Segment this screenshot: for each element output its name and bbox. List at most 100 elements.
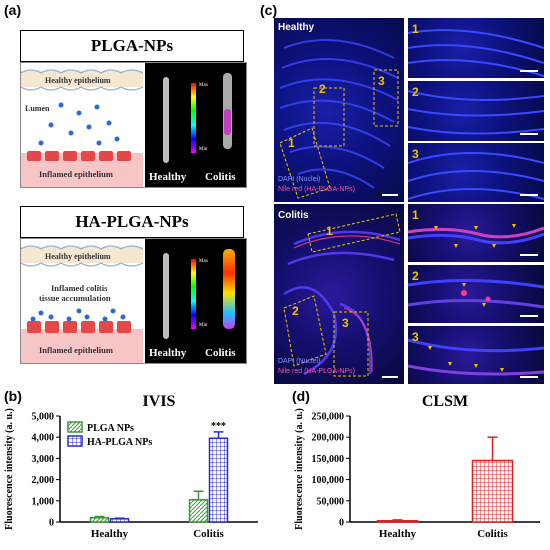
caption-colitis-2: Colitis <box>205 347 236 359</box>
healthy-inset-1: 1 <box>408 18 544 78</box>
legend-swatch <box>67 435 83 447</box>
healthy-colon-specimen <box>163 77 169 163</box>
label-healthy-epithelium: Healthy epithelium <box>45 76 111 85</box>
ivis-chart: IVIS Fluorescence intensity (a. u.) 0 1,000… <box>4 393 258 540</box>
healthy-epithelium-cells <box>21 69 143 91</box>
legend-label: HA-PLGA NPs <box>87 437 152 448</box>
colitis-inset-num-2: 2 <box>412 269 419 283</box>
healthy-inset-2-scalebar <box>520 133 538 135</box>
colitis-legend-nile: Nile red (HA-PLGA-NPs) <box>278 368 356 375</box>
ha-plga-figure-frame: Healthy epithelium Inflamed colitis tiss… <box>20 238 247 364</box>
significance-label: *** <box>211 421 226 432</box>
x-tick-label: Colitis <box>193 528 224 540</box>
healthy-inset-3: 3 <box>408 143 544 202</box>
ha-plga-title: HA-PLGA-NPs <box>20 206 244 238</box>
label-healthy-epithelium-2: Healthy epithelium <box>45 252 111 261</box>
healthy-inset-3-scalebar <box>520 194 538 196</box>
colitis-colon-specimen-2 <box>223 249 235 329</box>
y-tick-label: 0 <box>339 518 344 529</box>
x-tick-label: Healthy <box>379 528 417 540</box>
x-tick-label: Colitis <box>477 528 508 540</box>
colitis-inset-3-scalebar <box>520 376 538 378</box>
healthy-inset-num-2: 2 <box>412 85 419 99</box>
label-accumulation-1: Inflamed colitis <box>51 283 108 293</box>
panel-b-letter: (b) <box>4 388 22 404</box>
label-inflamed-epithelium-2: Inflamed epithelium <box>39 345 113 355</box>
bar <box>109 518 130 523</box>
ha-plga-ivis-image: Max Min Healthy Colitis <box>145 239 246 363</box>
healthy-inset-num-3: 3 <box>412 147 419 161</box>
y-tick-label: 50,000 <box>317 496 345 507</box>
scale-max-label-2: Max <box>199 259 209 264</box>
label-accumulation-2: tissue accumulation <box>39 293 111 303</box>
plga-ivis-image: Max Min Healthy Colitis <box>145 63 246 187</box>
clsm-chart: CLSM Fluorescence intensity (a. u.) 0 50,00… <box>294 393 540 540</box>
y-axis-label: Fluorescence intensity (a. u.) <box>4 408 15 530</box>
caption-colitis: Colitis <box>205 171 236 183</box>
label-inflamed-epithelium: Inflamed epithelium <box>39 169 113 179</box>
y-tick-label: 4,000 <box>32 433 55 444</box>
colitis-inset-1: 1 <box>408 204 544 262</box>
colitis-roi-1: 1 <box>326 224 333 238</box>
colitis-colon-specimen <box>223 73 232 149</box>
x-tick-label: Healthy <box>91 528 129 540</box>
colitis-inset-3: 3 <box>408 326 544 384</box>
colitis-tissue-folds <box>283 213 401 377</box>
healthy-colon-specimen-2 <box>163 253 169 339</box>
healthy-legend-nile: Nile red (HA-PLGA-NPs) <box>278 186 356 193</box>
healthy-inset-num-1: 1 <box>412 22 419 36</box>
plga-schematic: Healthy epithelium Lumen Inflamed epithe… <box>21 63 143 187</box>
color-scale-bar-2 <box>191 259 196 329</box>
y-tick-label: 0 <box>49 518 54 529</box>
scale-min-label: Min <box>199 147 208 152</box>
y-tick-label: 1,000 <box>32 496 55 507</box>
chart-title: IVIS <box>143 393 176 410</box>
panel-d-letter: (d) <box>292 388 310 404</box>
plga-title: PLGA-NPs <box>20 30 244 62</box>
colitis-inset-1-scalebar <box>520 254 538 256</box>
healthy-tissue-folds <box>279 39 399 199</box>
y-tick-label: 3,000 <box>32 454 55 465</box>
colitis-label: Colitis <box>278 210 309 221</box>
bar <box>376 519 419 523</box>
panel-a-letter: (a) <box>4 2 22 18</box>
y-tick-label: 200,000 <box>312 433 345 444</box>
y-tick-label: 100,000 <box>312 475 345 486</box>
plga-figure-frame: Healthy epithelium Lumen Inflamed epithe… <box>20 62 247 188</box>
inflamed-epithelium-cells <box>21 151 143 187</box>
scale-min-label-2: Min <box>199 323 208 328</box>
panel-c-letter: (c) <box>260 2 278 18</box>
healthy-inset-2: 2 <box>408 81 544 141</box>
legend-label: PLGA NPs <box>87 423 134 434</box>
bar <box>188 498 209 523</box>
ha-plga-schematic: Healthy epithelium Inflamed colitis tiss… <box>21 239 143 363</box>
healthy-legend-dapi: DAPI (Nuclei) <box>278 176 321 183</box>
colitis-inset-2-scalebar <box>520 315 538 317</box>
colitis-legend-dapi: DAPI (Nuclei) <box>278 358 321 365</box>
colitis-inset-num-1: 1 <box>412 208 419 222</box>
scale-max-label: Max <box>199 83 209 88</box>
colitis-overview-image: Colitis 1 2 3 DAPI (Nuclei) Nile red (HA… <box>274 204 404 384</box>
color-scale-bar <box>191 83 196 153</box>
bar <box>89 517 110 523</box>
y-axis-label: Fluorescence intensity (a. u.) <box>294 408 305 530</box>
healthy-roi-3: 3 <box>378 74 385 88</box>
y-tick-label: 150,000 <box>312 454 345 465</box>
nanoparticles <box>38 102 120 146</box>
bar <box>208 437 229 523</box>
caption-healthy-2: Healthy <box>149 347 187 359</box>
healthy-roi-2: 2 <box>319 82 326 96</box>
colitis-inset-2: 2 <box>408 265 544 323</box>
healthy-scalebar <box>382 194 398 196</box>
caption-healthy: Healthy <box>149 171 187 183</box>
colitis-roi-2: 2 <box>292 304 299 318</box>
healthy-roi-1: 1 <box>288 136 295 150</box>
healthy-overview-image: Healthy 1 2 3 DAPI (Nuclei) Nile red (HA… <box>274 18 404 202</box>
colitis-scalebar <box>382 376 398 378</box>
y-tick-label: 2,000 <box>32 475 55 486</box>
bar <box>471 459 514 523</box>
label-lumen: Lumen <box>25 104 50 113</box>
healthy-inset-1-scalebar <box>520 70 538 72</box>
legend-swatch <box>67 421 83 433</box>
healthy-label: Healthy <box>278 22 315 33</box>
